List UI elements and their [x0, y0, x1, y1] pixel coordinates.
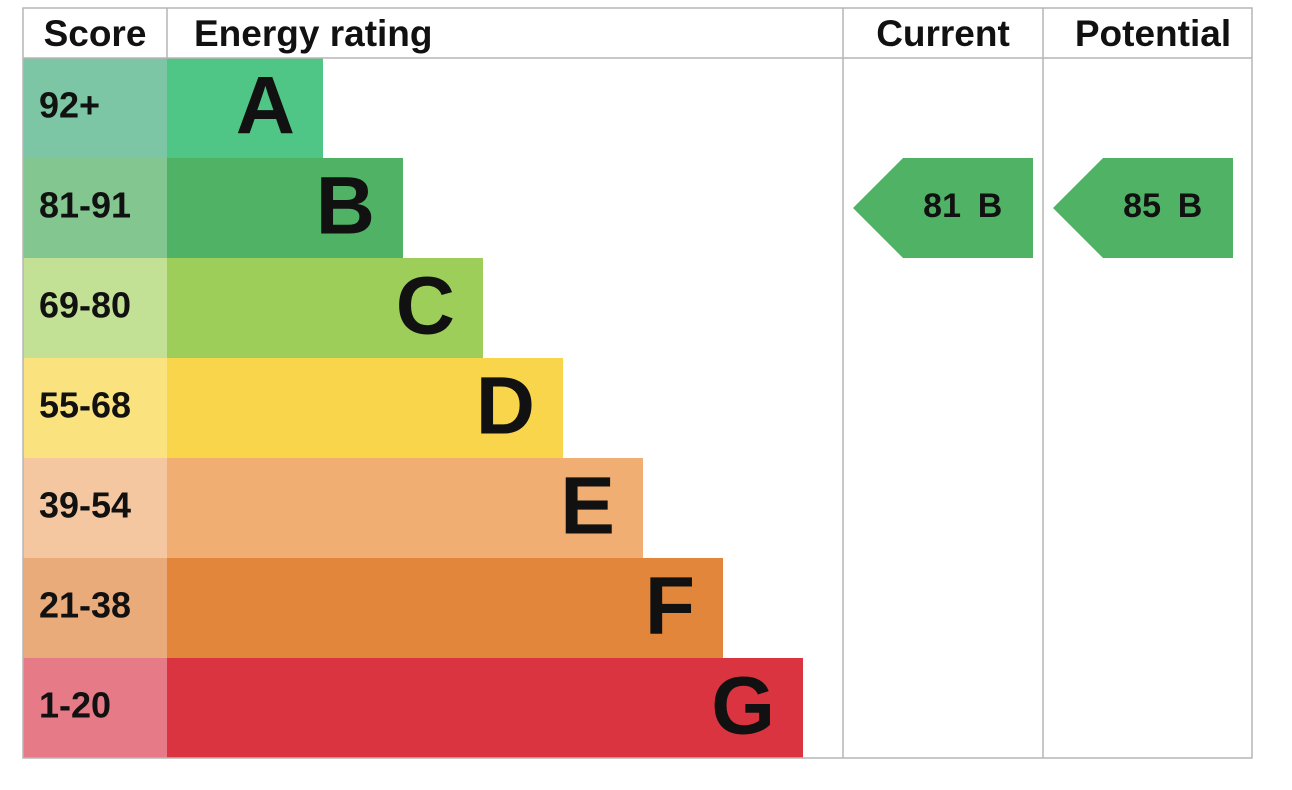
score-range: 81-91	[39, 185, 131, 226]
rating-letter: A	[236, 61, 295, 152]
rating-bar	[167, 358, 563, 458]
score-cell	[23, 258, 167, 358]
rating-letter: D	[476, 361, 535, 452]
score-cell	[23, 158, 167, 258]
rating-letter: E	[560, 461, 615, 552]
score-cell	[23, 558, 167, 658]
rating-bar	[167, 158, 403, 258]
rating-letter: G	[711, 661, 775, 752]
current-score: 81	[923, 187, 961, 225]
potential-score: 85	[1123, 187, 1161, 225]
current-rating: B	[978, 187, 1003, 225]
score-range: 21-38	[39, 585, 131, 626]
current-arrow	[853, 158, 1033, 258]
score-range: 39-54	[39, 485, 131, 526]
rating-letter: B	[316, 161, 375, 252]
bands	[23, 58, 803, 758]
score-cell	[23, 358, 167, 458]
rating-bar	[167, 58, 323, 158]
potential-rating: B	[1178, 187, 1203, 225]
score-cell	[23, 58, 167, 158]
rating-bar	[167, 658, 803, 758]
rating-bar	[167, 458, 643, 558]
table-grid	[22, 7, 1253, 759]
header-score: Score	[44, 13, 147, 54]
rating-letter: F	[645, 561, 695, 652]
score-cell	[23, 458, 167, 558]
score-range: 55-68	[39, 385, 131, 426]
potential-arrow	[1053, 158, 1233, 258]
score-cell	[23, 658, 167, 758]
score-range: 1-20	[39, 685, 111, 726]
header-energy-rating: Energy rating	[194, 13, 433, 54]
score-range: 92+	[39, 85, 100, 126]
header-potential: Potential	[1075, 13, 1231, 54]
rating-bar	[167, 258, 483, 358]
rating-bar	[167, 558, 723, 658]
score-range: 69-80	[39, 285, 131, 326]
rating-letter: C	[396, 261, 455, 352]
header-current: Current	[876, 13, 1010, 54]
